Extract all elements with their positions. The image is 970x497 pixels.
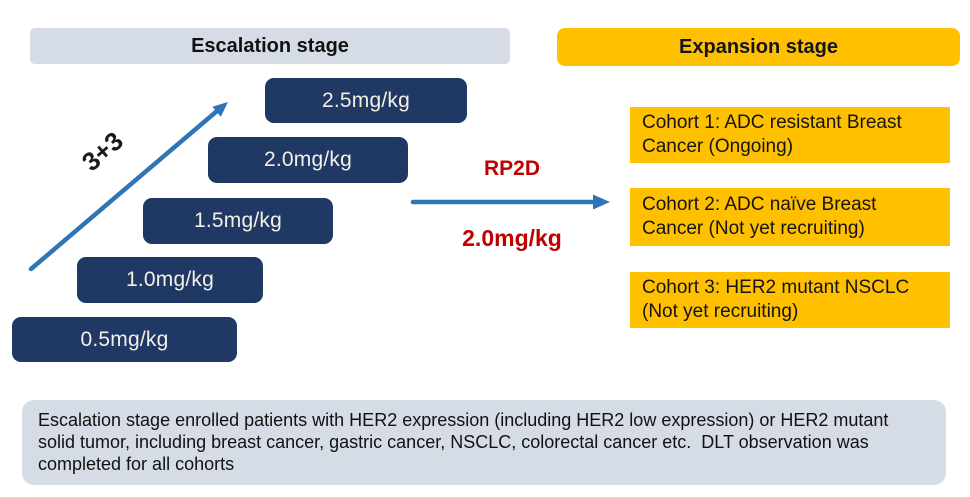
dose-box-1: 0.5mg/kg [12,317,237,362]
dose-box-3: 1.5mg/kg [143,198,333,244]
cohort-box-2: Cohort 2: ADC naïve Breast Cancer (Not y… [630,188,950,246]
dose-box-2: 1.0mg/kg [77,257,263,303]
cohort-box-1: Cohort 1: ADC resistant Breast Cancer (O… [630,107,950,163]
note-box: Escalation stage enrolled patients with … [22,400,946,485]
rp2d-arrow-icon [410,194,610,210]
cohort-1-label: Cohort 1: ADC resistant Breast Cancer (O… [642,112,902,157]
rp2d-label: RP2D [483,157,541,180]
expansion-stage-header: Expansion stage [557,28,960,66]
cohort-2-label: Cohort 2: ADC naïve Breast Cancer (Not y… [642,194,877,239]
dose-box-4: 2.0mg/kg [208,137,408,183]
three-plus-three-label: 3+3 [75,125,129,178]
rp2d-dose-label: 2.0mg/kg [462,225,562,251]
dose-box-5: 2.5mg/kg [265,78,467,123]
cohort-box-3: Cohort 3: HER2 mutant NSCLC (Not yet rec… [630,272,950,328]
cohort-3-label: Cohort 3: HER2 mutant NSCLC (Not yet rec… [642,277,910,322]
note-text: Escalation stage enrolled patients with … [38,410,894,474]
escalation-stage-header: Escalation stage [30,28,510,64]
